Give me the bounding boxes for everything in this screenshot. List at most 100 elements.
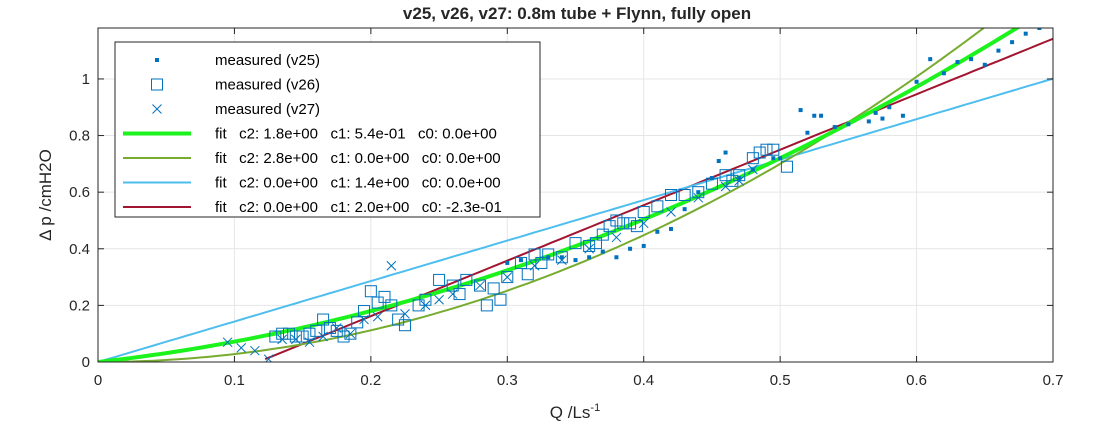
data-point-square: [269, 330, 282, 343]
x-axis-label-superscript: -1: [590, 402, 600, 414]
data-point-square: [453, 288, 466, 301]
data-point-square: [528, 248, 541, 261]
x-tick-label: 0.2: [360, 372, 381, 389]
legend-label: fit c2: 0.0e+00 c1: 2.0e+00 c0: -2.3e-01: [215, 199, 502, 216]
data-point-x-stroke: [584, 243, 594, 254]
data-point-x-stroke: [447, 289, 458, 299]
data-point-dot: [880, 116, 885, 121]
data-point-square: [630, 220, 643, 233]
data-point-dot: [1037, 28, 1042, 30]
x-tick-label: 0: [94, 372, 102, 389]
data-point-square: [378, 290, 391, 303]
data-point-x-stroke: [222, 337, 233, 348]
data-point-square: [358, 305, 371, 318]
data-point-square: [705, 177, 718, 190]
data-point-square: [460, 273, 473, 286]
data-point-x-stroke: [748, 164, 758, 175]
data-point-x: [263, 354, 274, 362]
data-point-square: [433, 273, 446, 286]
data-point-dot: [873, 110, 878, 115]
data-point-square: [480, 299, 493, 312]
data-point-dot: [669, 226, 673, 231]
data-point-square: [596, 228, 609, 241]
x-tick-label: 0.3: [497, 372, 518, 389]
data-point-dot: [805, 130, 810, 135]
legend-label: measured (v25): [215, 52, 320, 69]
data-point-x-stroke: [529, 260, 540, 271]
data-point-x: [304, 337, 315, 348]
legend-label: fit c2: 1.8e+00 c1: 5.4e-01 c0: 0.0e+00: [215, 126, 497, 143]
data-point-x: [748, 164, 758, 175]
data-point-x: [359, 314, 369, 325]
data-point-x: [666, 207, 676, 217]
data-point-dot: [587, 255, 592, 260]
data-point-dot: [1023, 31, 1028, 36]
data-point-dot: [573, 258, 578, 263]
data-point-x-stroke: [372, 311, 383, 322]
data-point-square: [521, 268, 534, 281]
data-point-x: [386, 260, 397, 271]
x-axis-label: Q /Ls-1: [550, 402, 600, 422]
data-point-square: [589, 237, 602, 250]
data-point-square: [542, 248, 555, 261]
data-point-dot: [716, 159, 721, 164]
data-point-x: [475, 280, 485, 291]
data-point-x: [236, 342, 247, 353]
data-point-x-stroke: [400, 309, 410, 319]
data-point-x: [734, 175, 745, 186]
data-point-square: [678, 189, 691, 201]
y-axis-label: Δ p /cmH2O: [36, 149, 55, 241]
data-point-x-stroke: [236, 342, 247, 353]
data-point-dot: [600, 249, 605, 254]
legend-box: [114, 41, 541, 218]
data-point-x: [611, 232, 622, 243]
x-tick-label: 0.7: [1043, 372, 1064, 389]
data-point-dot: [682, 207, 687, 212]
data-point-x: [318, 331, 328, 342]
data-point-x: [720, 181, 731, 192]
data-point-x-stroke: [475, 280, 485, 291]
data-point-x-stroke: [734, 175, 745, 186]
data-point-x-stroke: [304, 337, 315, 348]
legend-label: measured (v26): [215, 77, 320, 94]
data-point-x: [331, 323, 342, 333]
data-point-x: [502, 272, 513, 282]
data-point-square: [364, 285, 377, 298]
data-point-square: [583, 239, 596, 252]
legend-label: fit c2: 0.0e+00 c1: 1.4e+00 c0: 0.0e+00: [215, 175, 501, 192]
data-point-x-stroke: [434, 294, 444, 305]
data-point-square: [651, 200, 664, 213]
data-point-x: [250, 345, 260, 356]
data-point-square: [474, 279, 486, 292]
x-tick-label: 0.5: [770, 372, 791, 389]
y-tick-label: 0.6: [69, 184, 90, 201]
data-point-dot: [559, 255, 564, 260]
data-point-square: [310, 324, 323, 337]
data-point-square: [317, 313, 330, 326]
data-point-x-stroke: [318, 331, 328, 342]
data-point-square: [514, 256, 527, 269]
data-point-dot: [812, 113, 817, 118]
legend-marker-stroke: [152, 104, 162, 114]
data-point-square: [780, 160, 793, 173]
ticks: 0 0.1 0.2 0.3 0.4 0.5 0.6 0.7 0 0.2 0.4 0.6 0.8 1: [69, 28, 1063, 389]
data-point-x: [447, 289, 458, 299]
data-point-square: [753, 146, 766, 159]
data-point-dot: [955, 59, 960, 64]
data-point-x: [434, 294, 444, 305]
data-point-x-stroke: [666, 207, 676, 217]
data-point-x-stroke: [502, 272, 513, 282]
data-point-dot: [900, 113, 905, 118]
data-point-dot: [655, 229, 660, 234]
y-tick-label: 0: [82, 354, 90, 371]
data-point-x: [372, 311, 383, 322]
data-point-x: [400, 309, 410, 319]
data-point-x-stroke: [277, 334, 288, 345]
data-point-dot: [982, 62, 987, 67]
data-point-square: [487, 282, 500, 295]
data-point-dot: [771, 156, 776, 161]
data-point-x: [290, 334, 301, 345]
y-tick-label: 0.2: [69, 297, 90, 314]
data-point-dot: [996, 48, 1001, 53]
data-point-dot: [546, 255, 551, 260]
